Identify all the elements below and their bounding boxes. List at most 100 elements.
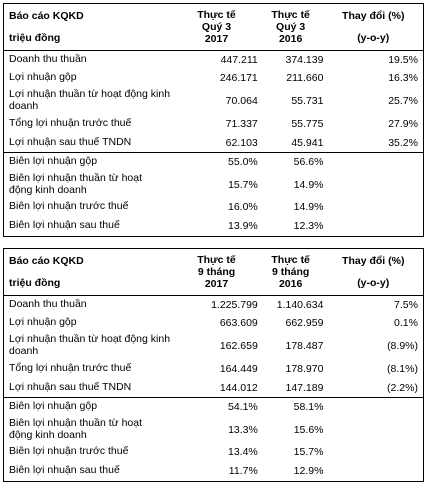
- header-text: Thay đổi (%): [342, 10, 405, 22]
- row-label: Biên lợi nhuận thuần từ hoạt động kinh d…: [9, 172, 143, 196]
- row-label: Doanh thu thuần: [9, 298, 87, 311]
- header-title: Báo cáo KQKD: [9, 255, 84, 267]
- row-value: 1.140.634: [276, 299, 324, 311]
- table-row: Biên lợi nhuận sau thuế 13.9% 12.3%: [4, 216, 423, 236]
- row-change: 19.5%: [388, 54, 418, 66]
- row-label: Biên lợi nhuận sau thuế: [9, 219, 120, 232]
- header-col-change: Thay đổi (%) (y-o-y): [323, 10, 423, 44]
- row-value: 14.9%: [293, 178, 324, 191]
- table-row: Lợi nhuận sau thuế TNDN 62.103 45.941 35…: [4, 133, 423, 152]
- row-label: Doanh thu thuần: [9, 53, 87, 66]
- header-text: Quý 3: [201, 21, 232, 33]
- row-value: 55.0%: [228, 156, 258, 168]
- row-value: 13.4%: [228, 446, 258, 458]
- table-row: Lợi nhuận thuần từ hoạt động kinh doanh …: [4, 332, 423, 359]
- row-value: 56.6%: [293, 156, 324, 168]
- header-text: (y-o-y): [357, 277, 390, 289]
- row-label: Biên lợi nhuận trước thuế: [9, 200, 129, 213]
- header-text: 2016: [278, 278, 303, 290]
- row-value: 15.6%: [293, 423, 324, 436]
- table-row: Doanh thu thuần 1.225.799 1.140.634 7.5%: [4, 296, 423, 314]
- header-text: 2017: [204, 278, 229, 290]
- header-text: Thực tế: [271, 254, 310, 266]
- table-row: Doanh thu thuần 447.211 374.139 19.5%: [4, 51, 423, 69]
- header-label-cell: Báo cáo KQKD triệu đồng: [4, 10, 175, 44]
- table-row: Lợi nhuận sau thuế TNDN 144.012 147.189 …: [4, 378, 423, 397]
- row-value: 144.012: [219, 381, 258, 394]
- header-text: Thay đổi (%): [342, 255, 405, 267]
- row-label: Lợi nhuận thuần từ hoạt động kinh doanh: [9, 88, 171, 112]
- header-unit: triệu đồng: [9, 277, 61, 289]
- quarterly-results-table: Báo cáo KQKD triệu đồng Thực tế Quý 3 20…: [3, 3, 424, 237]
- row-value: 12.9%: [293, 465, 324, 477]
- row-value: 162.659: [219, 339, 258, 352]
- row-change: (8.1%): [387, 362, 418, 375]
- row-value: 1.225.799: [211, 299, 258, 311]
- table-row: Lợi nhuận gộp 663.609 662.959 0.1%: [4, 314, 423, 332]
- row-value: 13.3%: [228, 423, 258, 436]
- row-value: 14.9%: [293, 201, 324, 213]
- table-row: Biên lợi nhuận thuần từ hoạt động kinh d…: [4, 171, 423, 198]
- row-change: 7.5%: [394, 299, 418, 311]
- table-row: Biên lợi nhuận thuần từ hoạt động kinh d…: [4, 416, 423, 443]
- header-text: Thực tế: [197, 9, 236, 21]
- table-row: Biên lợi nhuận gộp 54.1% 58.1%: [4, 398, 423, 416]
- header-col-2017: Thực tế Quý 3 2017: [175, 9, 258, 45]
- header-text: 2017: [204, 33, 229, 45]
- row-value: 45.941: [291, 136, 324, 149]
- header-text: Quý 3: [276, 21, 306, 33]
- row-change: 25.7%: [388, 94, 418, 107]
- row-label: Lợi nhuận thuần từ hoạt động kinh doanh: [9, 333, 171, 357]
- row-label: Lợi nhuận sau thuế TNDN: [9, 135, 132, 148]
- table-row: Tổng lợi nhuận trước thuế 71.337 55.775 …: [4, 114, 423, 133]
- row-change: 0.1%: [394, 317, 418, 329]
- row-label: Tổng lợi nhuận trước thuế: [9, 361, 132, 374]
- header-text: 9 tháng: [271, 266, 310, 278]
- row-label: Lợi nhuận gộp: [9, 71, 77, 84]
- margins-section: Biên lợi nhuận gộp 55.0% 56.6% Biên lợi …: [4, 153, 423, 236]
- header-text: Thực tế: [271, 9, 310, 21]
- table-header: Báo cáo KQKD triệu đồng Thực tế 9 tháng …: [4, 249, 423, 296]
- row-value: 54.1%: [228, 401, 258, 413]
- table-header: Báo cáo KQKD triệu đồng Thực tế Quý 3 20…: [4, 4, 423, 51]
- row-value: 15.7%: [228, 178, 258, 191]
- row-value: 13.9%: [228, 220, 258, 232]
- row-change: 16.3%: [388, 72, 418, 84]
- header-text: (y-o-y): [357, 32, 390, 44]
- nine-month-results-table: Báo cáo KQKD triệu đồng Thực tế 9 tháng …: [3, 248, 424, 482]
- row-label: Biên lợi nhuận gộp: [9, 400, 98, 413]
- header-col-2017: Thực tế 9 tháng 2017: [175, 254, 258, 290]
- row-value: 164.449: [219, 362, 258, 375]
- table-row: Biên lợi nhuận gộp 55.0% 56.6%: [4, 153, 423, 171]
- row-change: 35.2%: [388, 136, 418, 149]
- table-row: Biên lợi nhuận sau thuế 11.7% 12.9%: [4, 461, 423, 481]
- header-text: 9 tháng: [197, 266, 236, 278]
- row-label: Tổng lợi nhuận trước thuế: [9, 116, 132, 129]
- header-text: Thực tế: [197, 254, 236, 266]
- table-row: Lợi nhuận gộp 246.171 211.660 16.3%: [4, 69, 423, 87]
- header-col-change: Thay đổi (%) (y-o-y): [323, 255, 423, 289]
- row-value: 211.660: [286, 72, 324, 84]
- row-label: Lợi nhuận sau thuế TNDN: [9, 380, 132, 393]
- row-change: 27.9%: [388, 117, 418, 130]
- header-text: 2016: [278, 33, 303, 45]
- row-change: (2.2%): [387, 381, 418, 394]
- row-value: 70.064: [225, 94, 258, 107]
- row-value: 178.487: [285, 339, 324, 352]
- row-value: 15.7%: [293, 446, 324, 458]
- row-value: 11.7%: [228, 465, 258, 477]
- row-value: 71.337: [225, 117, 258, 130]
- table-row: Biên lợi nhuận trước thuế 13.4% 15.7%: [4, 443, 423, 461]
- row-value: 246.171: [219, 72, 258, 84]
- row-value: 58.1%: [293, 401, 324, 413]
- row-value: 55.775: [291, 117, 324, 130]
- row-change: (8.9%): [387, 339, 418, 352]
- row-value: 663.609: [219, 317, 258, 329]
- results-section: Doanh thu thuần 447.211 374.139 19.5% Lợ…: [4, 51, 423, 153]
- row-value: 12.3%: [293, 220, 324, 232]
- header-col-2016: Thực tế Quý 3 2016: [258, 9, 324, 45]
- row-value: 178.970: [285, 362, 324, 375]
- row-value: 374.139: [285, 54, 324, 66]
- header-unit: triệu đồng: [9, 32, 61, 44]
